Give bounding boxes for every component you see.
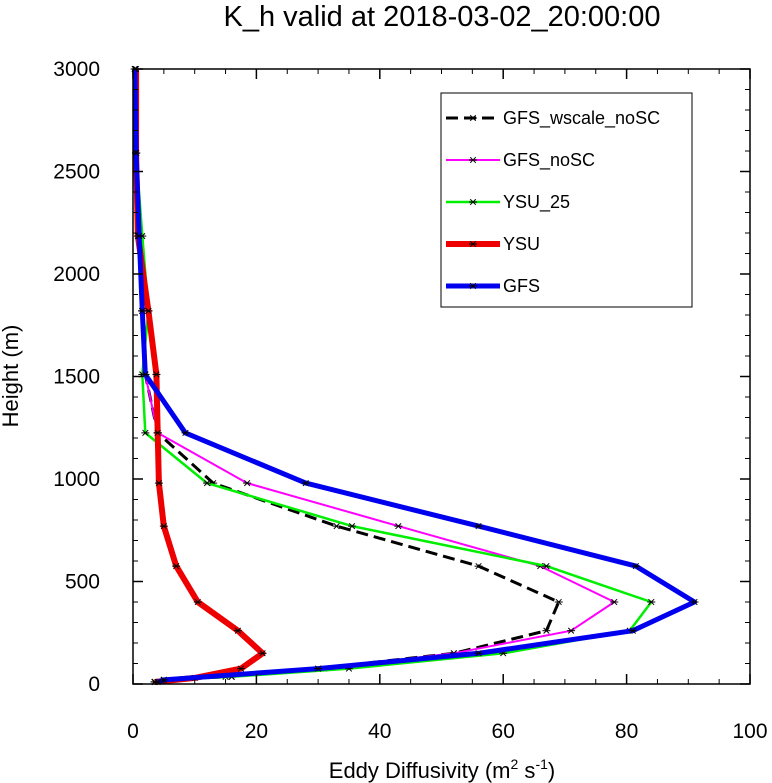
data-point	[138, 307, 147, 315]
legend-label: GFS_wscale_noSC	[503, 108, 660, 129]
data-point	[542, 627, 551, 634]
data-point	[332, 522, 341, 530]
data-point	[152, 371, 161, 378]
legend-item-gfs-wscale-nosc: GFS_wscale_noSC	[446, 108, 660, 129]
data-point	[610, 598, 619, 606]
legend-label: GFS	[503, 276, 540, 296]
y-axis: 0 500 1000 1500 2000 2500 3000	[53, 58, 750, 696]
legend-marker	[469, 156, 477, 164]
data-point	[181, 429, 190, 437]
data-point	[394, 522, 403, 530]
data-point	[690, 598, 699, 606]
data-point	[141, 429, 150, 437]
data-point	[567, 627, 576, 634]
data-point	[203, 479, 212, 487]
data-point	[474, 562, 483, 570]
y-tick-label: 1000	[53, 468, 100, 491]
data-point	[236, 665, 245, 672]
x-axis: 0 20 40 60 80 100	[127, 69, 768, 743]
legend-item-gfs: GFS	[446, 276, 540, 296]
data-point	[153, 429, 162, 437]
legend-item-ysu: YSU	[446, 234, 540, 254]
x-axis-title: Eddy Diffusivity (m2 s-1)	[329, 756, 555, 783]
y-tick-label: 1500	[53, 366, 100, 389]
legend-marker	[469, 114, 477, 122]
legend: GFS_wscale_noSC GFS_noSC YSU_25 YSU GFS	[440, 92, 693, 308]
data-point	[554, 598, 563, 606]
x-tick-label: 0	[127, 720, 139, 743]
y-tick-label: 3000	[53, 58, 100, 81]
data-point	[301, 479, 310, 487]
legend-marker	[469, 240, 477, 248]
data-point	[159, 522, 168, 530]
chart-title: K_h valid at 2018-03-02_20:00:00	[224, 1, 661, 33]
series-gfs	[130, 65, 699, 686]
legend-label: GFS_noSC	[503, 150, 595, 171]
x-tick-label: 100	[732, 720, 767, 743]
data-point	[258, 650, 267, 657]
y-axis-title: Height (m)	[0, 325, 23, 428]
data-point	[193, 598, 202, 606]
data-point	[474, 522, 483, 530]
data-point	[314, 665, 323, 672]
y-tick-label: 0	[88, 673, 100, 696]
legend-item-ysu-25: YSU_25	[446, 192, 570, 213]
data-point	[647, 598, 656, 606]
data-point	[243, 479, 252, 487]
data-point	[135, 232, 144, 240]
legend-box	[440, 92, 693, 308]
data-point	[542, 562, 551, 570]
legend-label: YSU	[503, 234, 540, 254]
legend-label: YSU_25	[503, 192, 570, 213]
data-point	[348, 522, 357, 530]
legend-marker	[469, 198, 477, 206]
y-tick-label: 2000	[53, 263, 100, 286]
data-point	[474, 650, 483, 657]
x-tick-label: 20	[245, 720, 268, 743]
x-tick-label: 40	[368, 720, 391, 743]
data-point	[233, 627, 242, 634]
legend-items: GFS_wscale_noSC GFS_noSC YSU_25 YSU GFS	[446, 108, 660, 296]
x-tick-label: 80	[615, 720, 638, 743]
data-point	[141, 371, 150, 378]
data-point	[154, 479, 163, 487]
series-ysu	[132, 65, 267, 686]
y-tick-label: 500	[65, 571, 100, 594]
data-point	[631, 562, 640, 570]
legend-item-gfs-nosc: GFS_noSC	[446, 150, 595, 171]
data-point	[172, 562, 181, 570]
legend-marker	[469, 282, 477, 290]
data-point	[628, 627, 637, 634]
y-tick-label: 2500	[53, 161, 100, 184]
x-tick-label: 60	[492, 720, 515, 743]
